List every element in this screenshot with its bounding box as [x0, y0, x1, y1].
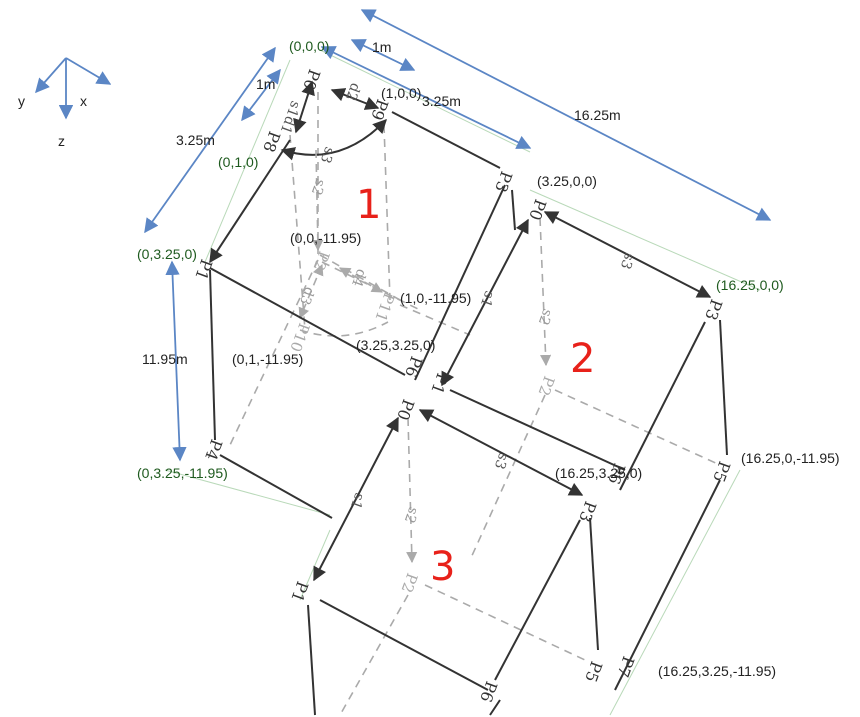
- module-3-number: 3: [430, 544, 455, 590]
- m1-d2-arrow: [330, 88, 380, 110]
- coordinate-labels: (0,0,0) (1,0,0) (0,1,0) (3.25,0,0) (0,3.…: [137, 38, 840, 679]
- m3-node-p1: P1: [287, 579, 312, 605]
- coord-1-0-0: (1,0,0): [381, 85, 421, 101]
- m1-member-d3: d3: [296, 285, 317, 307]
- dimension-lines: 1m 3.25m 16.25m 1m 3.25m 11.95m: [142, 9, 772, 462]
- dim-11-95m: [165, 260, 187, 462]
- m1-node-p2: P2: [310, 249, 334, 274]
- m3-s3-arrow: [418, 409, 584, 496]
- m3-member-s1: s1: [347, 491, 368, 512]
- coord-16-25-0-n11-95: (16.25,0,-11.95): [741, 450, 840, 466]
- m2-member-s1: s1: [477, 289, 498, 310]
- m1-node-p10: P10: [286, 321, 313, 355]
- y-axis-arrow: [35, 57, 67, 94]
- m2-s2-arrow: [539, 217, 552, 367]
- coord-0-1-n11-95: (0,1,-11.95): [232, 351, 303, 367]
- module-1: 1: [209, 80, 516, 519]
- coord-3-25-3-25-0: (3.25,3.25,0): [356, 337, 435, 353]
- m1-member-d2: d2: [342, 81, 363, 103]
- axis-triad: x y z: [18, 57, 112, 149]
- m1-node-p6: P6: [401, 354, 426, 380]
- m3-node-p5: P5: [581, 659, 606, 685]
- x-axis-arrow: [65, 57, 112, 85]
- m2-node-p7: P7: [613, 654, 638, 680]
- m1-member-s3: s3: [317, 145, 338, 166]
- coord-1-0-n11-95: (1,0,-11.95): [400, 290, 471, 306]
- dim-11-95m-label: 11.95m: [142, 351, 188, 367]
- coord-16-25-0-0: (16.25,0,0): [716, 277, 784, 293]
- coord-0-3-25-0: (0,3.25,0): [137, 246, 197, 262]
- coord-0-0-0: (0,0,0): [289, 38, 329, 54]
- m1-s3-arrow: [280, 118, 387, 161]
- m2-s3-arrow: [543, 211, 712, 298]
- m3-member-s2: s2: [401, 505, 422, 526]
- m1-node-p0: P0: [299, 67, 324, 93]
- module-1-number: 1: [356, 182, 381, 228]
- m2-node-p2: P2: [535, 374, 559, 399]
- module-3: 3: [307, 409, 599, 716]
- module-2: 2: [441, 211, 728, 691]
- m1-node-p4: P4: [201, 437, 226, 463]
- z-axis-label: z: [58, 133, 65, 149]
- m1-d3-arrow: [298, 263, 324, 320]
- coord-16-25-3-25-n11-95: (16.25,3.25,-11.95): [658, 663, 776, 679]
- m1-s2-arrow: [312, 149, 324, 252]
- dim-1m-left-label: 1m: [256, 76, 275, 92]
- coord-3-25-0-0: (3.25,0,0): [537, 173, 597, 189]
- m1-member-s2: s2: [308, 177, 329, 198]
- m3-s2-arrow: [406, 417, 418, 564]
- m1-node-p8: P8: [259, 129, 284, 155]
- y-axis-label: y: [18, 93, 25, 109]
- coord-16-25-3-25-0: (16.25,3.25,0): [555, 465, 642, 481]
- coord-0-1-0: (0,1,0): [218, 154, 258, 170]
- dim-16-25m: [360, 9, 772, 221]
- m1-member-d4: d4: [348, 267, 369, 289]
- coord-0-3-25-n11-95: (0,3.25,-11.95): [137, 465, 228, 481]
- dim-3-25m-left: [144, 46, 276, 234]
- m1-node-p11: P11: [371, 291, 398, 325]
- module-2-number: 2: [570, 336, 595, 382]
- m2-node-p3: P3: [701, 297, 726, 323]
- m2-s1-arrow: [441, 218, 529, 387]
- m3-s1-arrow: [313, 416, 399, 582]
- member-labels: d2 s1d1 s3 s2 d4 d3 s3 s1 s2 s3 s1 s2: [277, 81, 638, 526]
- m3-member-s3: s3: [491, 451, 512, 472]
- guide-lines: [164, 49, 761, 716]
- dim-3-25m-top-label: 3.25m: [422, 93, 461, 109]
- dim-1m-top-label: 1m: [372, 39, 391, 55]
- dim-3-25m-left-label: 3.25m: [176, 132, 215, 148]
- dim-16-25m-label: 16.25m: [574, 107, 621, 123]
- node-labels: P0 P9 P8 P3 P1 P2 P11 P10 P6 P4 P0 P3 P1…: [191, 67, 734, 705]
- m2-member-s3: s3: [617, 251, 638, 272]
- m3-node-p6: P6: [476, 679, 501, 705]
- x-axis-label: x: [80, 93, 87, 109]
- m1-member-s1d1: s1d1: [277, 99, 304, 136]
- coord-0-0-n11-95: (0,0,-11.95): [290, 230, 361, 246]
- m2-node-p0: P0: [525, 197, 550, 223]
- m3-node-p2: P2: [398, 571, 422, 596]
- m2-member-s2: s2: [535, 307, 556, 328]
